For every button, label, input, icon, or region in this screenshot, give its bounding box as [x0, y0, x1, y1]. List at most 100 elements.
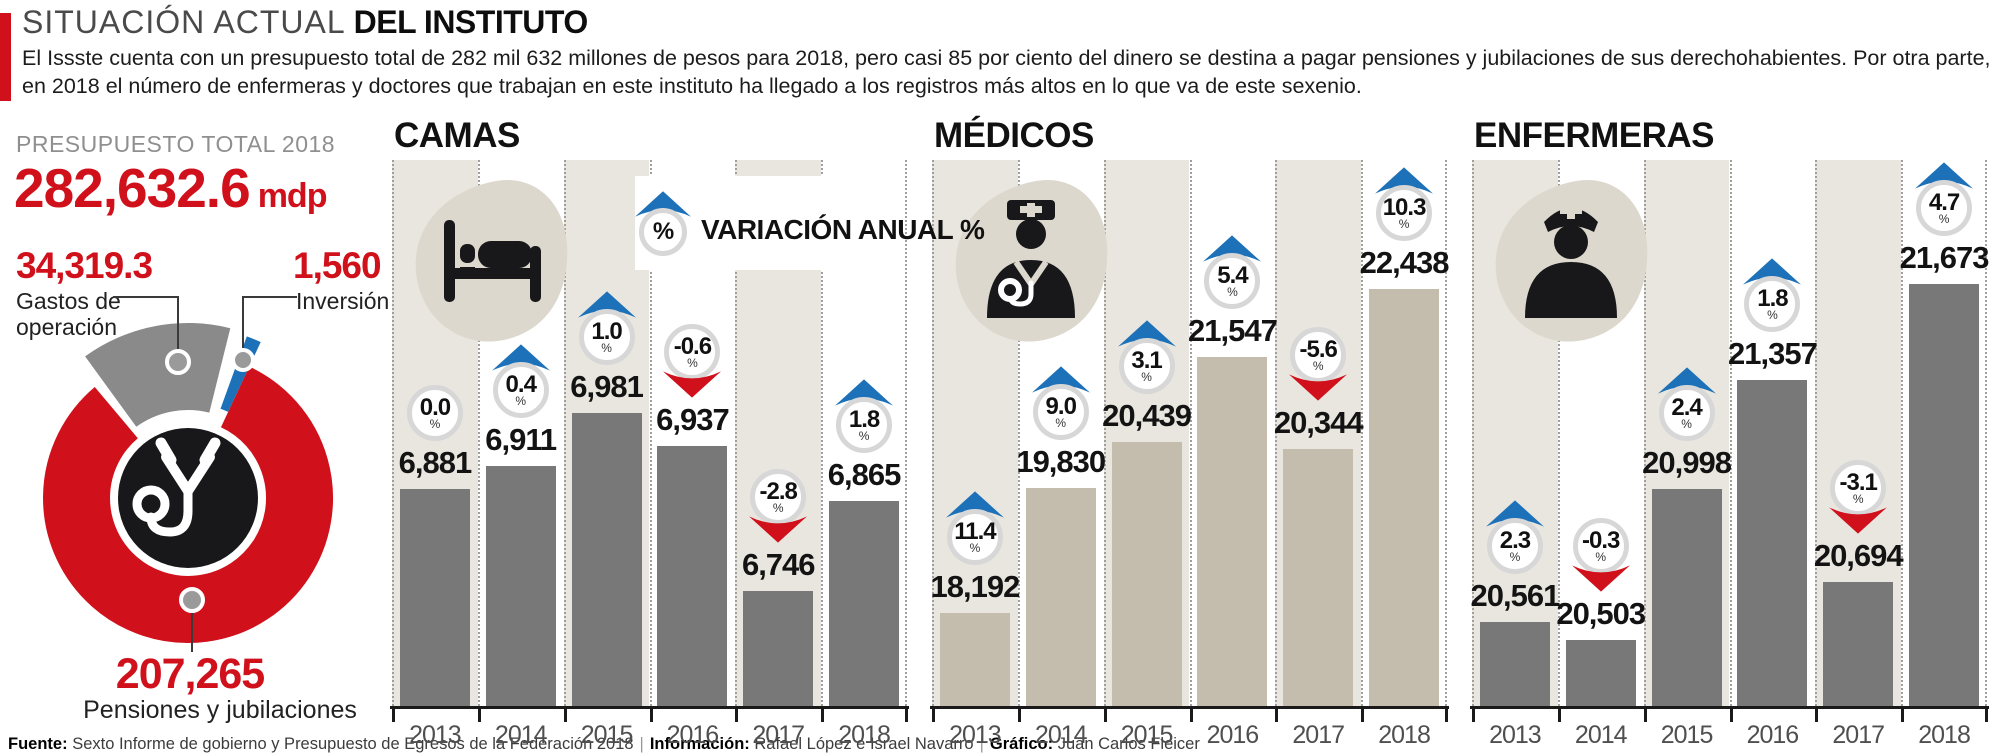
variation-bubble: -0.3%	[1571, 518, 1630, 592]
percent-sign: %	[601, 340, 612, 355]
intro-line-1: El Issste cuenta con un presupuesto tota…	[22, 46, 1991, 70]
variation-ring: 0.4%	[492, 362, 549, 418]
variation-bubble: 3.1%	[1117, 320, 1176, 394]
camas-icon-blob	[415, 179, 568, 342]
variation-ring: 4.7%	[1916, 180, 1973, 236]
stethoscope-icon	[132, 437, 221, 537]
grid-line	[1985, 160, 1988, 722]
chart-column: 1.8% 6,865	[821, 160, 907, 706]
x-axis	[390, 706, 909, 709]
variation-value: 3.1	[1131, 346, 1162, 374]
bar-value-label: 6,881	[398, 445, 473, 480]
percent-sign: %	[1312, 358, 1324, 373]
year-label: 2015	[580, 721, 634, 749]
doctor-icon	[987, 200, 1075, 318]
bar	[1369, 289, 1440, 706]
year-label: 2017	[752, 721, 805, 749]
chart-column: -2.8% 6,746	[735, 160, 821, 706]
arrow-up-icon	[945, 491, 1004, 518]
page-title: SITUACIÓN ACTUAL DEL INSTITUTO	[22, 4, 588, 41]
variation-value: 0.0	[419, 393, 451, 421]
grid-line	[392, 160, 395, 722]
variation-ring: 10.3%	[1376, 185, 1433, 241]
arrow-down-icon	[749, 516, 808, 543]
chart-title-enfermeras: ENFERMERAS	[1474, 116, 1715, 155]
grid-line	[905, 160, 908, 722]
operating-label: Gastos de operación	[16, 288, 121, 340]
grid-line	[821, 160, 825, 722]
investment-label: Inversión	[296, 288, 390, 314]
bar	[1909, 284, 1980, 706]
year-label: 2016	[666, 721, 720, 749]
bar	[1025, 488, 1096, 706]
legend-percent-ring: %	[639, 207, 687, 256]
bar-value-label: 6,746	[741, 547, 816, 582]
chart-title-camas: CAMAS	[394, 116, 520, 155]
operating-leader-dot	[165, 349, 191, 375]
variation-bubble: 11.4%	[945, 491, 1004, 565]
percent-sign: %	[1852, 491, 1864, 506]
variation-bubble: 5.4%	[1203, 235, 1262, 309]
chart-column: 3.1% 20,439	[1102, 160, 1192, 706]
year-label: 2018	[1378, 721, 1431, 749]
percent-sign: %	[858, 428, 870, 443]
variation-value: 9.0	[1045, 392, 1077, 420]
arrow-up-icon	[835, 379, 894, 406]
arrow-up-icon	[1485, 500, 1544, 527]
variation-value: 1.8	[848, 405, 880, 433]
budget-total: 282,632.6 mdp	[14, 156, 327, 220]
bar-value-label: 21,673	[1899, 240, 1990, 275]
x-axis	[1470, 706, 1989, 709]
grafico-text: Juan Carlos Fleicer	[1057, 735, 1200, 753]
legend-percent-sign: %	[652, 217, 674, 245]
grid-line	[1557, 160, 1561, 722]
variation-bubble: 1.0%	[577, 291, 636, 365]
chart-enfermeras: ENFERMERAS 2.3% 20,561 -0.3% 20,503 2.4% 20,9…	[1470, 116, 1990, 749]
percent-sign: %	[1398, 216, 1410, 231]
variation-bubble: 0.4%	[491, 344, 550, 418]
bar	[571, 413, 642, 706]
bar	[1565, 640, 1636, 706]
bar-value-label: 6,937	[656, 402, 730, 437]
grid-line	[1729, 160, 1733, 722]
informacion-label: Información:	[649, 735, 750, 753]
arrow-up-icon	[1203, 235, 1262, 262]
variation-legend: % VARIACIÓN ANUAL %	[635, 176, 985, 270]
variation-ring: 5.4%	[1204, 253, 1261, 309]
year-axis-labels: 2013 2014 2015 2016 2017 2018	[1472, 721, 1987, 750]
bar-value-label: 20,694	[1813, 538, 1904, 573]
variation-bubble: 0.0%	[406, 385, 463, 441]
grid-line	[477, 160, 481, 722]
bar	[1197, 357, 1268, 706]
page-title-light: SITUACIÓN ACTUAL	[22, 4, 346, 40]
bed-icon	[444, 220, 541, 302]
bar-value-label: 6,865	[827, 457, 902, 492]
chart-column: 11.4% 18,192	[931, 160, 1020, 706]
variation-value: 11.4	[954, 517, 996, 545]
informacion-text: Rafael López e Israel Navarro	[754, 735, 974, 753]
variation-ring: 1.0%	[578, 309, 635, 365]
pensions-leader-dot	[179, 587, 205, 613]
investment-leader-dot	[231, 348, 255, 372]
variation-value: 1.0	[591, 317, 622, 345]
arrow-up-icon	[1743, 258, 1802, 285]
percent-sign: %	[1141, 369, 1152, 384]
arrow-up-icon	[577, 291, 636, 318]
grafico-label: Gráfico:	[989, 735, 1054, 753]
percent-sign: %	[1938, 211, 1950, 226]
investment-leader-line	[242, 296, 297, 348]
chart-column: 1.0% 6,981	[564, 160, 650, 706]
arrow-down-icon	[1289, 374, 1348, 401]
bar-value-label: 20,561	[1470, 578, 1561, 613]
year-label: 2017	[1832, 721, 1885, 749]
variation-value: 1.8	[1757, 284, 1788, 312]
variation-value: -2.8	[759, 477, 798, 505]
header-accent-bar	[0, 13, 11, 101]
chart-column: 2.4% 20,998	[1642, 160, 1732, 706]
grid-line	[1472, 160, 1475, 722]
grid-line	[1643, 160, 1647, 722]
chart-camas: CAMAS %	[390, 116, 985, 749]
grid-line	[1445, 160, 1448, 722]
arrow-up-icon	[1031, 366, 1090, 393]
